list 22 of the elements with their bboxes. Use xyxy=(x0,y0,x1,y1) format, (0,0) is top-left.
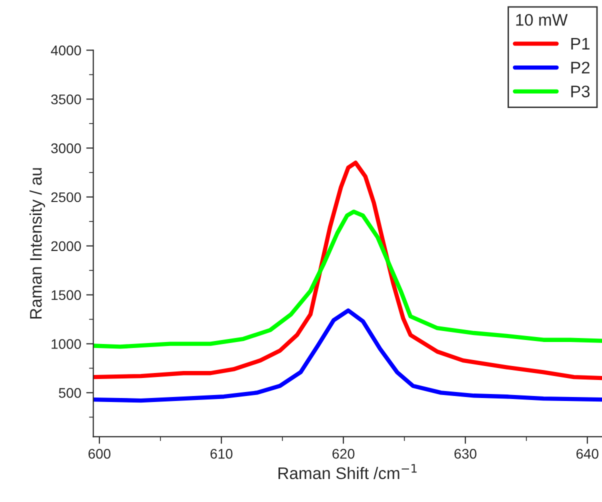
y-tick-label: 1500 xyxy=(52,290,81,300)
y-tick-label: 3500 xyxy=(51,94,81,104)
legend-title: 10 mW xyxy=(516,14,568,26)
y-tick-label: 1000 xyxy=(52,339,81,349)
line-series xyxy=(93,210,602,349)
legend-label: P3 xyxy=(571,86,590,98)
x-tick-label: 620 xyxy=(332,448,354,459)
line-series xyxy=(93,308,602,403)
legend-label: P1 xyxy=(571,38,590,50)
x-tick-label: 610 xyxy=(210,448,232,459)
y-tick-label: 4000 xyxy=(50,46,81,56)
y-tick-label: 2000 xyxy=(51,241,81,252)
y-tick-label: 2500 xyxy=(51,192,81,202)
legend-label: P2 xyxy=(571,62,590,74)
y-axis-title: Raman Intensity / au xyxy=(30,168,46,319)
x-tick-label: 600 xyxy=(88,448,110,459)
line-series xyxy=(93,160,602,380)
x-axis-title: Raman Shift /cm$^{−1}$ xyxy=(278,464,417,480)
y-tick-label: 3000 xyxy=(51,143,81,154)
y-tick-label: 500 xyxy=(58,388,81,398)
x-tick-label: 630 xyxy=(454,448,476,459)
x-tick-label: 640 xyxy=(576,448,598,459)
